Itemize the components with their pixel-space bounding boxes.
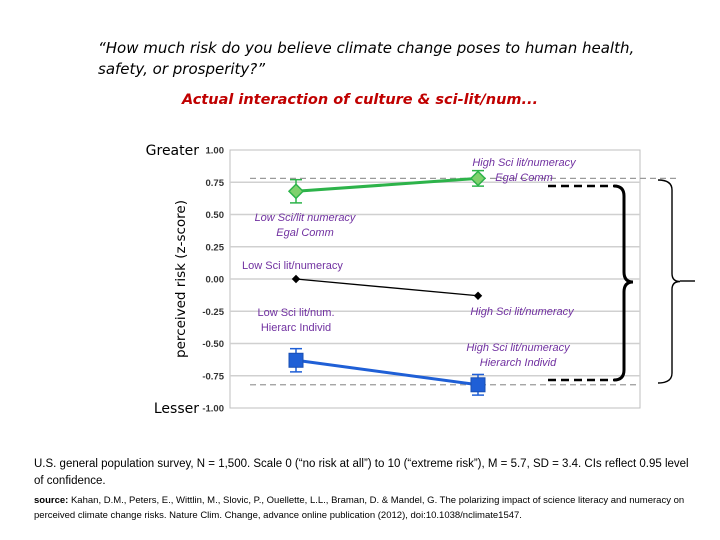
annotation-label: Egal Comm (495, 172, 552, 184)
series-line-mean (295, 278, 479, 297)
inner-bracket-hier (613, 280, 634, 382)
annotation-label: High Sci lit/numeracy (470, 306, 575, 318)
annotation-label: Hierarc Individ (261, 322, 331, 334)
source-label: source: (34, 495, 69, 506)
data-point-mean (473, 291, 483, 300)
y-tick-label: -0.50 (202, 339, 224, 350)
y-tick-label: 0.75 (206, 178, 225, 189)
data-point-hier (288, 352, 304, 368)
annotation-label: High Sci lit/numeracy (466, 342, 571, 354)
inner-bracket-egal (613, 184, 634, 284)
survey-question: “How much risk do you believe climate ch… (98, 39, 635, 78)
source-citation: source: Kahan, D.M., Peters, E., Wittlin… (34, 493, 694, 523)
annotation-label: Low Sci/lit numeracy (255, 212, 357, 224)
data-point-hier (470, 377, 486, 393)
y-tick-label: 0.00 (206, 275, 225, 286)
chart-subtitle: Actual interaction of culture & sci-lit/… (181, 92, 539, 108)
outer-bracket (657, 179, 681, 384)
series-line-egal (295, 176, 479, 193)
y-tick-label: 0.25 (206, 242, 225, 253)
series-line-hier (295, 358, 479, 387)
data-point-egal (469, 170, 487, 187)
lesser-label: Lesser (154, 401, 199, 417)
y-tick-label: 1.00 (206, 146, 225, 157)
annotation-label: Egal Comm (276, 227, 333, 239)
data-point-mean (291, 274, 301, 284)
annotation-label: High Sci lit/numeracy (472, 157, 577, 169)
y-tick-label: -0.75 (202, 371, 224, 382)
annotation-label: Hierarch Individ (480, 357, 557, 369)
y-tick-label: 0.50 (206, 210, 225, 221)
annotation-label: Low Sci lit/numeracy (242, 260, 343, 272)
annotation-label: Low Sci lit/num. (257, 307, 334, 319)
greater-label: Greater (146, 143, 200, 159)
source-text: Kahan, D.M., Peters, E., Wittlin, M., Sl… (34, 495, 685, 521)
data-point-egal (287, 183, 305, 200)
survey-footnote: U.S. general population survey, N = 1,50… (34, 458, 689, 487)
y-tick-label: -0.25 (202, 307, 224, 318)
y-tick-label: -1.00 (202, 404, 224, 415)
y-axis-label: perceived risk (z-score) (173, 200, 189, 358)
